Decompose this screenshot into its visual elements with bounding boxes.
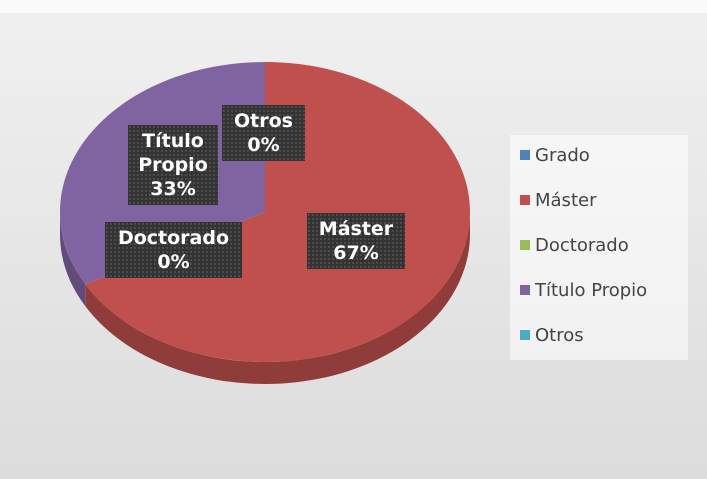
legend-item: Máster (520, 190, 596, 211)
slice-side (85, 212, 471, 384)
legend-item: Título Propio (520, 280, 647, 301)
legend: Grado Máster Doctorado Título Propio Otros (510, 135, 688, 360)
legend-swatch (520, 285, 530, 295)
slice (85, 62, 471, 362)
legend-label: Otros (535, 325, 584, 346)
data-label: Doctorado 0% (105, 222, 242, 278)
legend-label: Título Propio (535, 280, 648, 301)
legend-swatch (520, 195, 530, 205)
data-label-value: 0% (157, 251, 190, 273)
legend-label: Máster (535, 190, 597, 211)
data-label-value: 0% (247, 134, 280, 156)
data-label-category: Doctorado (117, 227, 230, 249)
data-label: Máster 67% (307, 213, 405, 269)
legend-swatch (520, 240, 530, 250)
data-label: Otros 0% (222, 105, 305, 161)
legend-swatch (520, 150, 530, 160)
slice-side (60, 212, 86, 307)
data-label-category: Otros (234, 110, 293, 132)
data-label-value: 33% (150, 178, 196, 200)
data-label-value: 67% (333, 242, 379, 264)
legend-label: Doctorado (535, 235, 629, 256)
legend-label: Grado (535, 145, 590, 166)
legend-swatch (520, 330, 530, 340)
legend-item: Grado (520, 145, 590, 166)
legend-item: Otros (520, 325, 584, 346)
legend-item: Doctorado (520, 235, 629, 256)
data-label-category: Máster (318, 218, 394, 240)
data-label: Título Propio 33% (128, 125, 218, 205)
data-label-category: Título Propio (138, 130, 208, 176)
